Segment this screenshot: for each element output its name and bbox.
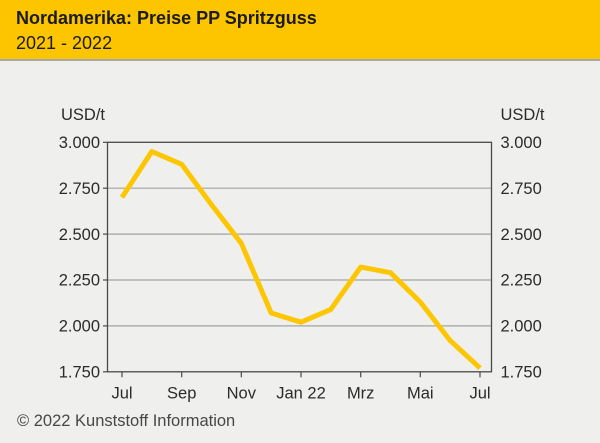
x-tick-label: Nov <box>227 385 257 403</box>
y-tick-label-right: 2.750 <box>501 180 542 198</box>
x-tick-label: Jul <box>111 385 132 403</box>
y-axis-unit-left: USD/t <box>61 106 105 124</box>
y-tick-label-left: 3.000 <box>59 134 100 152</box>
chart-subtitle: 2021 - 2022 <box>16 33 113 53</box>
y-tick-label-right: 2.500 <box>501 226 542 244</box>
y-tick-label-left: 2.250 <box>59 272 100 290</box>
y-tick-label-right: 2.000 <box>501 318 542 336</box>
y-tick-label-right: 3.000 <box>501 134 542 152</box>
chart-header: Nordamerika: Preise PP Spritzguss 2021 -… <box>0 0 600 61</box>
copyright-text: © 2022 Kunststoff Information <box>17 412 236 430</box>
plot-border <box>106 141 493 373</box>
chart-title: Nordamerika: Preise PP Spritzguss <box>16 8 317 28</box>
y-tick-label-left: 2.500 <box>59 226 100 244</box>
x-tick-label: Mai <box>407 385 434 403</box>
y-tick-label-left: 2.750 <box>59 180 100 198</box>
x-tick-label: Sep <box>167 385 196 403</box>
x-tick-label: Jan 22 <box>276 385 326 403</box>
y-tick-label-left: 2.000 <box>59 318 100 336</box>
price-line-pp <box>119 149 482 370</box>
x-tick-label: Mrz <box>347 385 375 403</box>
y-tick-label-right: 1.750 <box>501 364 542 382</box>
y-tick-label-left: 1.750 <box>59 364 100 382</box>
y-tick-label-right: 2.250 <box>501 272 542 290</box>
x-tick-label: Jul <box>469 385 490 403</box>
y-axis-unit-right: USD/t <box>501 106 545 124</box>
